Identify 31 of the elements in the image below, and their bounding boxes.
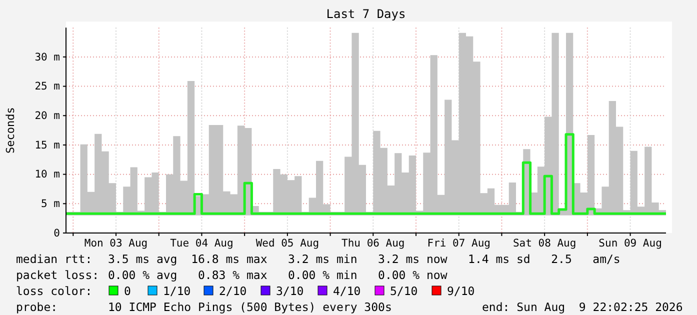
- y-tick-label: 5 m: [41, 198, 60, 210]
- text: probe:: [16, 300, 58, 314]
- x-tick-label: Mon 03 Aug: [84, 237, 148, 250]
- y-tick-label: 15 m: [34, 139, 60, 152]
- y-tick-label: 0: [54, 227, 60, 240]
- text: loss color:: [16, 284, 92, 298]
- text: 1/10: [163, 284, 191, 298]
- text: 4/10: [333, 284, 361, 298]
- y-tick-label: 20 m: [34, 110, 60, 122]
- text: 3.5 ms avg 16.8 ms max 3.2 ms min 3.2 ms now 1.4 ms sd 2.5 am/s: [108, 252, 620, 266]
- x-tick-label: Sun 09 Aug: [598, 237, 662, 250]
- y-tick-label: 10 m: [34, 168, 60, 181]
- text: 5/10: [390, 284, 418, 298]
- x-tick-label: Thu 06 Aug: [342, 237, 405, 250]
- text: 2/10: [219, 284, 247, 298]
- text: median rtt:: [16, 252, 92, 266]
- text: 3/10: [276, 284, 304, 298]
- text: 10 ICMP Echo Pings (500 Bytes) every 300s: [108, 300, 392, 314]
- text: end: Sun Aug 9 22:02:25 2026: [482, 300, 683, 314]
- text: 0: [124, 284, 131, 298]
- text: packet loss:: [16, 268, 100, 282]
- x-tick-label: Sat 08 Aug: [512, 237, 576, 250]
- x-tick-label: Fri 07 Aug: [427, 237, 490, 250]
- y-tick-label: 30 m: [34, 51, 60, 64]
- y-tick-label: 25 m: [34, 80, 60, 93]
- x-tick-label: Wed 05 Aug: [256, 237, 320, 250]
- chart-title: Last 7 Days: [326, 7, 406, 21]
- y-axis-title: Seconds: [4, 107, 17, 154]
- text: 9/10: [447, 284, 475, 298]
- x-tick-label: Tue 04 Aug: [170, 237, 234, 250]
- text: 0.00 % avg 0.83 % max 0.00 % min 0.00 % now: [108, 268, 448, 282]
